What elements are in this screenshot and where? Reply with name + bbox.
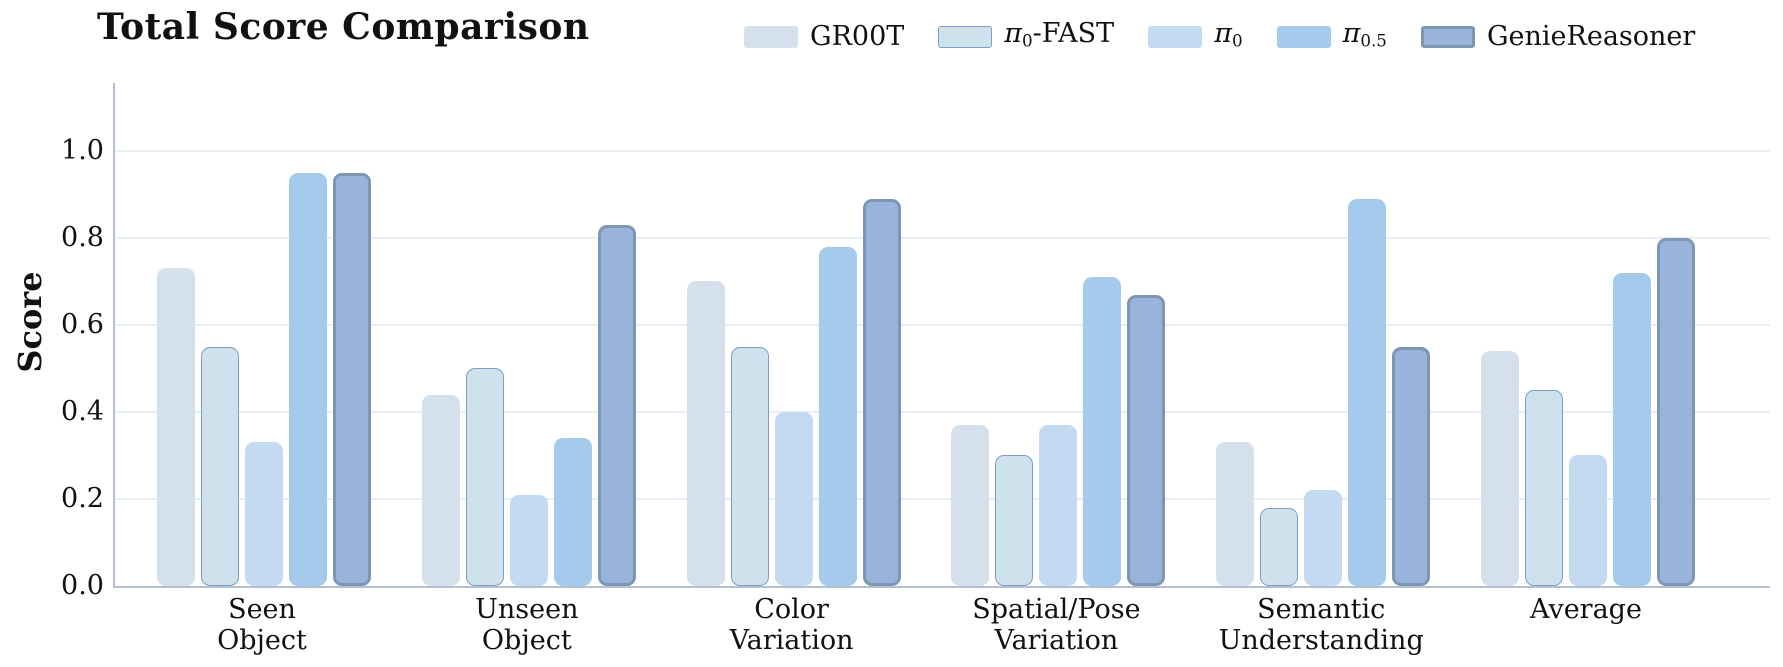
bar-GR00T-Unseen Object (421, 395, 460, 586)
gridline-0.6 (115, 324, 1770, 326)
legend-label-GR00T: GR00T (810, 21, 905, 52)
bar-pi0.5-Unseen Object (553, 438, 592, 586)
bar-pi0-FAST-Unseen Object (465, 368, 504, 586)
y-tick-label-0.2: 0.2 (61, 483, 104, 514)
legend-swatch-GR00T (744, 26, 798, 48)
x-tick-label-Spatial/Pose Variation: Spatial/Pose Variation (972, 594, 1141, 656)
bar-GenieReasoner-Seen Object (333, 173, 371, 586)
y-tick-label-0.8: 0.8 (61, 222, 104, 253)
bar-pi0-Average (1569, 455, 1607, 586)
bar-GR00T-Semantic Understanding (1216, 442, 1255, 586)
bar-GenieReasoner-Semantic Understanding (1392, 347, 1431, 586)
bar-GR00T-Average (1481, 351, 1519, 586)
bar-GR00T-Seen Object (157, 268, 195, 586)
y-tick-label-1.0: 1.0 (61, 135, 104, 166)
bar-pi0-Seen Object (245, 442, 283, 586)
legend-item-pi0-FAST: π0-FAST (938, 17, 1115, 56)
plot-area (113, 83, 1770, 588)
legend-swatch-pi0-FAST (938, 26, 993, 48)
legend-swatch-GenieReasoner (1420, 26, 1475, 48)
legend-swatch-pi0.5 (1276, 26, 1331, 48)
legend-item-GR00T: GR00T (744, 22, 904, 52)
x-tick-label-Average: Average (1530, 594, 1642, 625)
x-tick-label-Unseen Object: Unseen Object (475, 594, 579, 656)
legend-item-GenieReasoner: GenieReasoner (1420, 21, 1696, 52)
y-tick-label-0.4: 0.4 (61, 396, 104, 427)
gridline-0.2 (115, 498, 1770, 500)
gridline-1.0 (115, 150, 1770, 152)
bar-pi0-Spatial/Pose Variation (1039, 425, 1078, 586)
gridline-0.4 (115, 411, 1770, 413)
bar-pi0-FAST-Seen Object (201, 347, 239, 586)
chart-title: Total Score Comparison (97, 6, 590, 48)
legend-label-pi0.5: π0.5 (1342, 17, 1387, 51)
bar-pi0-Unseen Object (509, 495, 548, 586)
y-tick-label-0.6: 0.6 (61, 309, 104, 340)
bar-GR00T-Color Variation (686, 281, 725, 586)
bar-pi0.5-Average (1613, 273, 1651, 586)
gridline-0.8 (115, 237, 1770, 239)
bar-pi0.5-Spatial/Pose Variation (1083, 277, 1122, 586)
bar-pi0.5-Color Variation (818, 247, 857, 586)
bar-pi0-Semantic Understanding (1304, 490, 1343, 586)
legend-swatch-pi0 (1148, 26, 1203, 48)
bar-pi0-FAST-Average (1525, 390, 1563, 586)
bar-pi0-FAST-Color Variation (730, 347, 769, 586)
bar-pi0-FAST-Semantic Understanding (1260, 508, 1299, 586)
bar-pi0-Color Variation (774, 412, 813, 586)
legend-label-GenieReasoner: GenieReasoner (1486, 21, 1696, 52)
bar-GenieReasoner-Color Variation (862, 199, 901, 586)
bar-pi0-FAST-Spatial/Pose Variation (995, 455, 1034, 586)
legend: GR00T π0-FAST π0 π0.5 GenieReasoner (744, 18, 1696, 52)
bar-pi0.5-Semantic Understanding (1348, 199, 1387, 586)
x-tick-label-Color Variation: Color Variation (729, 594, 854, 656)
x-tick-label-Semantic Understanding: Semantic Understanding (1218, 594, 1424, 656)
legend-item-pi0: π0 (1148, 17, 1243, 56)
bar-pi0.5-Seen Object (289, 173, 327, 586)
bar-GenieReasoner-Spatial/Pose Variation (1127, 295, 1166, 586)
legend-item-pi0.5: π0.5 (1276, 17, 1387, 56)
legend-label-pi0: π0 (1214, 17, 1243, 51)
bar-GenieReasoner-Unseen Object (597, 225, 636, 586)
legend-label-pi0-FAST: π0-FAST (1004, 17, 1115, 51)
x-tick-label-Seen Object: Seen Object (217, 594, 307, 656)
bar-GR00T-Spatial/Pose Variation (951, 425, 990, 586)
y-tick-label-0.0: 0.0 (61, 570, 104, 601)
bar-GenieReasoner-Average (1657, 238, 1695, 586)
